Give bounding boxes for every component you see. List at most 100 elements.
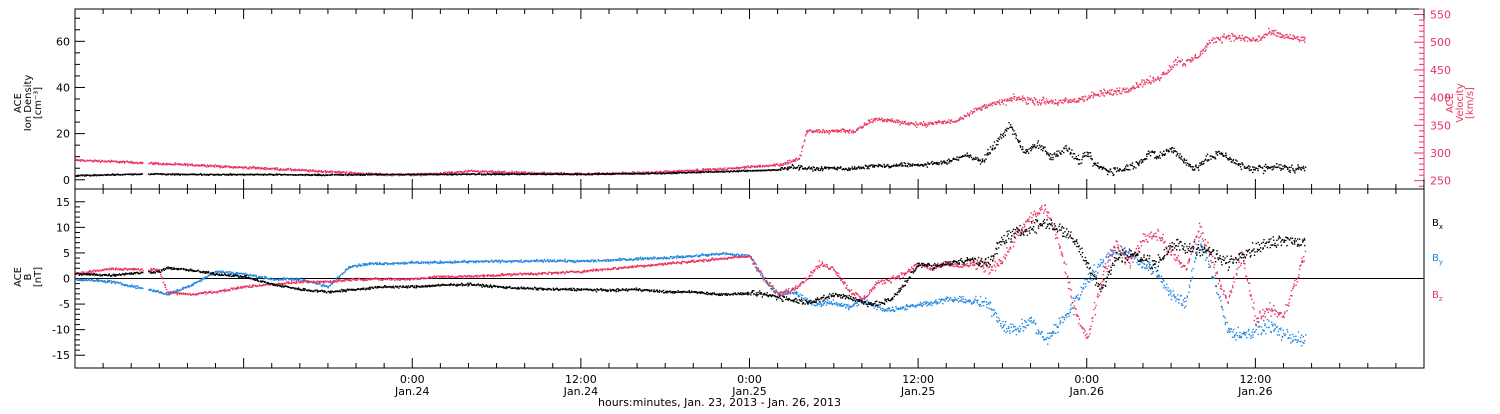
velocity-point (874, 118, 875, 119)
velocity-point (777, 163, 778, 164)
density-point (528, 173, 529, 174)
density-point (1256, 168, 1257, 169)
density-point (1177, 153, 1178, 154)
velocity-point (924, 123, 925, 124)
velocity-point (890, 121, 891, 122)
density-point (1283, 168, 1284, 169)
velocity-point (994, 101, 995, 102)
velocity-point (1228, 36, 1229, 37)
by-point (455, 260, 456, 261)
density-point (1229, 157, 1230, 158)
density-point (1001, 137, 1002, 138)
density-point (799, 169, 800, 170)
velocity-point (1116, 88, 1117, 89)
density-point (1168, 150, 1169, 151)
by-point (657, 258, 658, 259)
velocity-point (830, 131, 831, 132)
velocity-point (1259, 36, 1260, 37)
velocity-point (920, 122, 921, 123)
by-point (373, 264, 374, 265)
by-point (253, 274, 254, 275)
density-point (970, 155, 971, 156)
velocity-point (1297, 36, 1298, 37)
velocity-point (102, 160, 103, 161)
density-point (940, 161, 941, 162)
velocity-point (1091, 95, 1092, 96)
velocity-point (1019, 97, 1020, 98)
density-point (1067, 150, 1068, 151)
by-point (591, 259, 592, 260)
density-point (1090, 158, 1091, 159)
by-point (678, 256, 679, 257)
density-point (556, 174, 557, 175)
by-point (703, 254, 704, 255)
density-point (120, 174, 121, 175)
density-point (481, 174, 482, 175)
by-point (183, 289, 184, 290)
velocity-point (666, 170, 667, 171)
density-point (1215, 151, 1216, 152)
velocity-point (1290, 34, 1291, 35)
density-point (1071, 149, 1072, 150)
velocity-point (1223, 33, 1224, 34)
by-point (564, 260, 565, 261)
density-point (181, 174, 182, 175)
density-point (148, 173, 149, 174)
density-point (336, 174, 337, 175)
velocity-point (1047, 100, 1048, 101)
by-point (485, 260, 486, 261)
by-point (713, 253, 714, 254)
velocity-point (1229, 35, 1230, 36)
by-point (479, 261, 480, 262)
velocity-point (1157, 76, 1158, 77)
velocity-point (1301, 40, 1302, 41)
density-point (1278, 166, 1279, 167)
velocity-point (338, 172, 339, 173)
velocity-point (625, 172, 626, 173)
density-point (1186, 164, 1187, 165)
velocity-point (1013, 98, 1014, 99)
velocity-point (1004, 99, 1005, 100)
density-point (798, 165, 799, 166)
by-point (201, 280, 202, 281)
density-point (596, 173, 597, 174)
velocity-point (232, 167, 233, 168)
velocity-point (154, 164, 155, 165)
density-point (889, 166, 890, 167)
density-point (1068, 148, 1069, 149)
velocity-point (866, 124, 867, 125)
by-point (347, 268, 348, 269)
density-point (1208, 159, 1209, 160)
top-left-tick-label: 20 (56, 128, 70, 141)
velocity-point (899, 121, 900, 122)
density-point (1171, 148, 1172, 149)
velocity-point (482, 171, 483, 172)
velocity-point (803, 145, 804, 146)
velocity-point (1222, 36, 1223, 37)
by-point (361, 265, 362, 266)
density-point (680, 172, 681, 173)
density-point (978, 159, 979, 160)
velocity-point (1068, 100, 1069, 101)
density-point (1253, 167, 1254, 168)
bottom-tick-label: 5 (63, 247, 70, 260)
density-point (1113, 167, 1114, 168)
density-point (1205, 159, 1206, 160)
density-point (1111, 171, 1112, 172)
velocity-point (1304, 42, 1305, 43)
density-point (1251, 169, 1252, 170)
velocity-point (1121, 93, 1122, 94)
by-point (122, 283, 123, 284)
density-point (1154, 152, 1155, 153)
by-point (498, 261, 499, 262)
velocity-point (1027, 99, 1028, 100)
density-point (958, 159, 959, 160)
density-point (1282, 166, 1283, 167)
velocity-point (1039, 102, 1040, 103)
density-point (371, 174, 372, 175)
velocity-point (130, 161, 131, 162)
velocity-point (1288, 36, 1289, 37)
velocity-point (779, 165, 780, 166)
velocity-point (1001, 99, 1002, 100)
density-point (1231, 162, 1232, 163)
